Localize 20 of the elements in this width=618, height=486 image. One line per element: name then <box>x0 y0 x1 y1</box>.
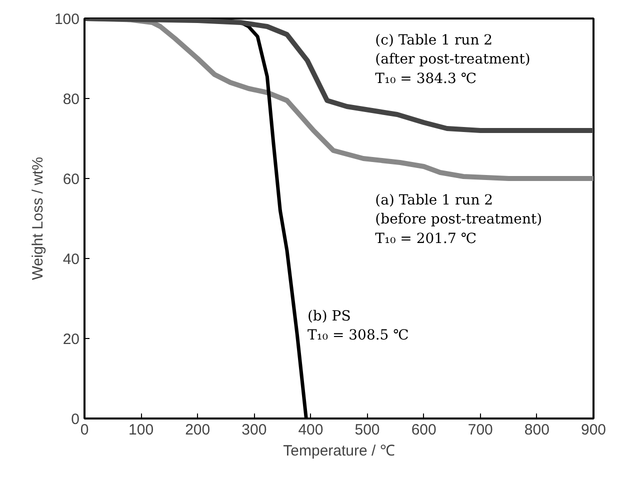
y-tick-label: 100 <box>54 11 80 28</box>
x-tick-label: 200 <box>185 422 210 438</box>
y-tick-label: 60 <box>62 171 80 188</box>
y-axis-title: Weight Loss / wt% <box>29 156 46 280</box>
x-tick-label: 900 <box>580 422 606 438</box>
x-tick-label: 500 <box>354 422 380 438</box>
x-tick-label: 800 <box>524 422 550 438</box>
x-axis-title: Temperature / ℃ <box>283 442 395 460</box>
annotation: (b) PS T₁₀ = 308.5 ℃ <box>307 308 409 344</box>
x-tick-label: 400 <box>298 422 324 438</box>
y-tick-label: 80 <box>62 91 80 108</box>
x-tick-label: 600 <box>411 422 436 438</box>
x-tick-label: 700 <box>468 422 493 438</box>
annotation: (c) Table 1 run 2 (after post-treatment) T₁₀ = 384.3 ℃ <box>375 32 530 87</box>
y-tick-label: 40 <box>62 251 80 268</box>
y-tick-label: 0 <box>71 411 80 428</box>
x-tick-label: 300 <box>242 422 267 438</box>
x-tick-label: 100 <box>128 422 154 438</box>
annotation: (a) Table 1 run 2 (before post-treatment) T₁₀ = 201.7 ℃ <box>375 192 542 247</box>
y-tick-label: 20 <box>62 331 80 348</box>
